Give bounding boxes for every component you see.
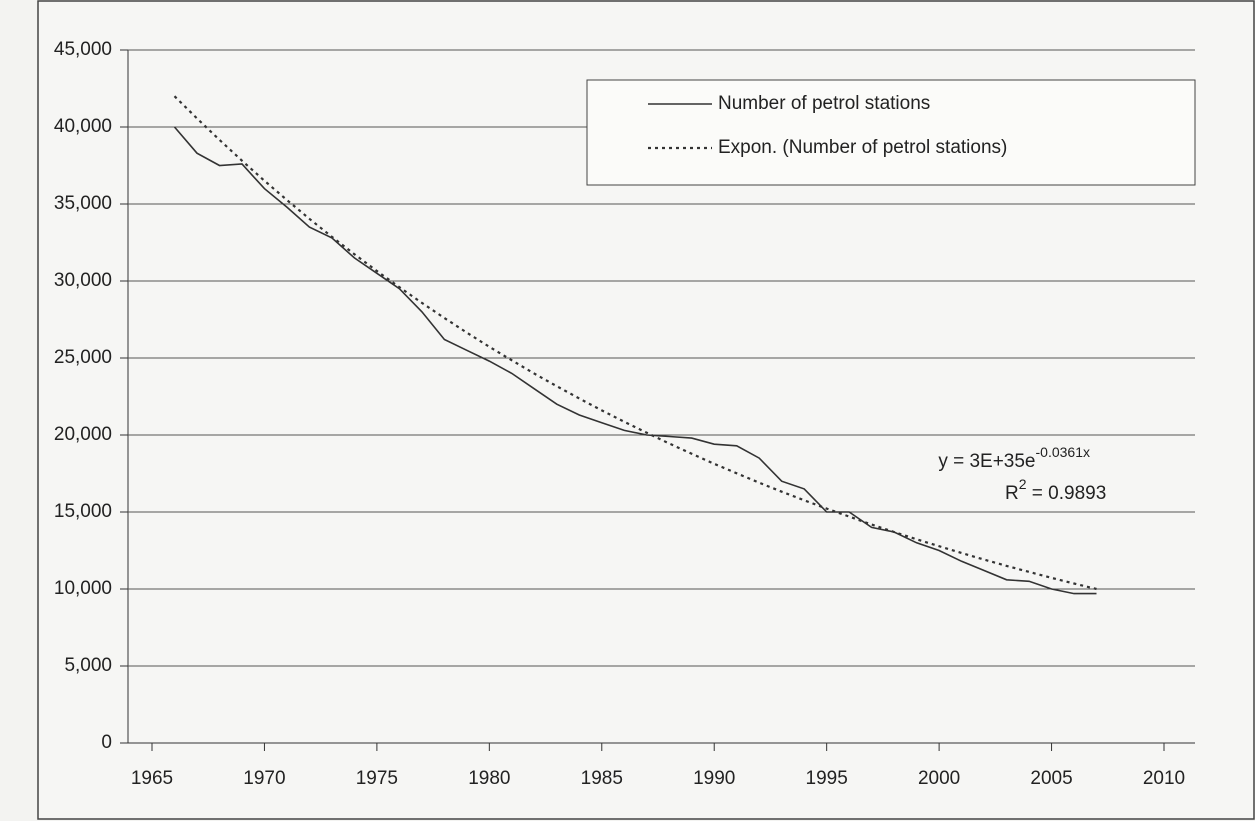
legend: Number of petrol stations Expon. (Number … [586, 79, 1196, 186]
x-tick-label: 1970 [243, 768, 285, 789]
x-tick-label: 1965 [131, 768, 173, 789]
x-tick-label: 2000 [918, 768, 960, 789]
equation: y = 3E+35e-0.0361x [938, 444, 1090, 472]
r-squared-exponent: 2 [1019, 476, 1027, 492]
legend-box [586, 79, 1196, 186]
x-tick-label: 1995 [806, 768, 848, 789]
equation-exponent: -0.0361x [1036, 444, 1090, 460]
y-tick-label: 40,000 [54, 116, 112, 137]
equation-base: y = 3E+35e [938, 451, 1035, 472]
y-tick-label: 0 [101, 732, 112, 753]
legend-label: Expon. (Number of petrol stations) [718, 137, 1007, 158]
r-squared: R2 = 0.9893 [1005, 476, 1106, 504]
x-tick-label: 2005 [1030, 768, 1072, 789]
y-tick-label: 30,000 [54, 270, 112, 291]
y-tick-label: 10,000 [54, 578, 112, 599]
x-tick-label: 1985 [581, 768, 623, 789]
r-squared-rest: = 0.9893 [1027, 483, 1107, 504]
legend-label: Number of petrol stations [718, 93, 930, 114]
y-tick-label: 20,000 [54, 424, 112, 445]
x-tick-label: 2010 [1143, 768, 1185, 789]
r-squared-base: R [1005, 483, 1019, 504]
y-tick-label: 45,000 [54, 39, 112, 60]
y-tick-label: 15,000 [54, 501, 112, 522]
x-tick-label: 1975 [356, 768, 398, 789]
y-tick-label: 25,000 [54, 347, 112, 368]
x-tick-label: 1990 [693, 768, 735, 789]
x-tick-label: 1980 [468, 768, 510, 789]
series-line [173, 126, 1097, 595]
y-tick-label: 5,000 [64, 655, 112, 676]
y-tick-label: 35,000 [54, 193, 112, 214]
